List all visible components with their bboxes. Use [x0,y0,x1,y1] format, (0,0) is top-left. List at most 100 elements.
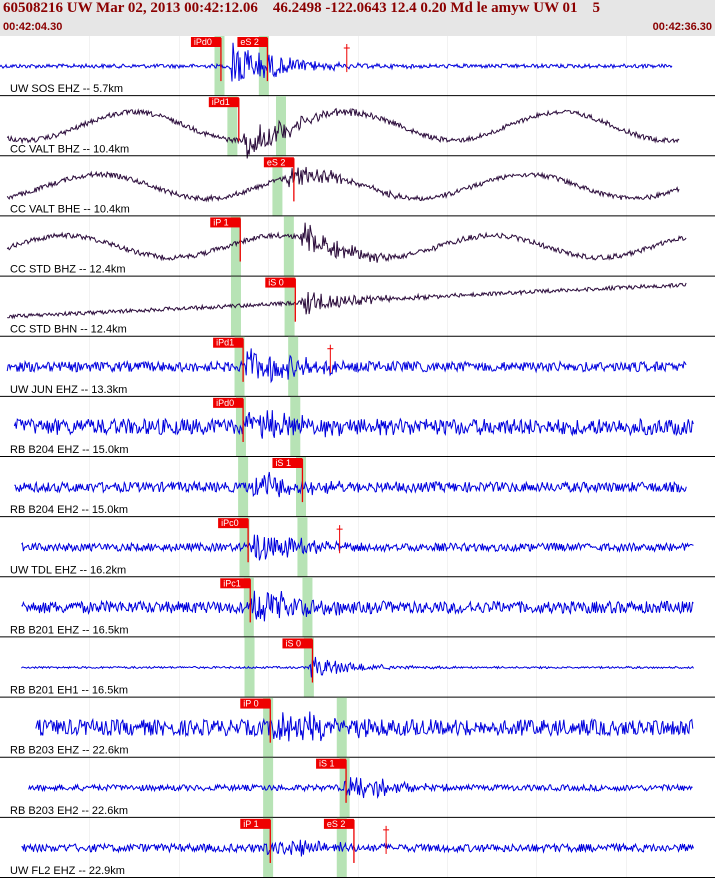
station-label: RB B201 EHZ -- 16.5km [10,624,129,636]
waveform-trace [6,166,680,203]
waveform-layer [7,282,687,320]
waveform-layer [6,222,687,263]
pick-label-box [218,518,249,529]
pick-label: iPd1 [212,97,230,107]
pick-label-box [272,458,303,468]
trace-panel: iS 1 RB B203 EH2 -- 22.6km [0,757,715,818]
pick-window [263,817,274,878]
waveform-layer [28,777,693,799]
station-label: CC STD BHN -- 12.4km [10,324,127,336]
waveform-layer [21,839,694,857]
pick-markers: iPc1 [220,578,251,623]
trace-panel: iS 0 RB B201 EH1 -- 16.5km [0,637,715,698]
pick-window [336,697,347,758]
pick-markers: iPd1 [213,337,334,382]
waveform-trace [7,282,687,320]
trace-panel: iPd0 eS 2 UW SOS EHZ -- 5.7km [0,36,715,97]
pick-markers: iS 1 [272,458,304,503]
station-label: UW FL2 EHZ -- 22.9km [10,865,125,877]
waveform-trace [13,410,694,439]
pick-windows [214,36,269,97]
event-title: 60508216 UW Mar 02, 2013 00:42:12.06 46.… [3,0,601,16]
seismogram-plot: iPd0 eS 2 UW SOS EHZ -- 5.7km iPd1 CC VALT B… [0,36,715,878]
pick-label: eS 2 [240,37,259,47]
pick-label-box [220,578,251,589]
waveform-layer [35,711,694,742]
pick-window [288,336,299,397]
pick-label: iS 1 [275,458,291,468]
pick-label: iPd1 [216,338,234,348]
waveform-trace [28,777,693,799]
trace-panel: iPd0 RB B204 EHZ -- 15.0km [0,396,715,457]
station-label: RB B203 EHZ -- 22.6km [10,745,129,757]
station-label: CC VALT BHZ -- 10.4km [10,143,129,155]
trace-panel: eS 2 CC VALT BHE -- 10.4km [0,156,715,217]
waveform-trace [21,590,694,622]
waveform-trace [14,471,687,498]
waveform-layer [21,534,694,561]
waveform-trace [0,42,673,82]
pick-label-box [323,818,354,829]
pick-label-box [263,157,294,168]
pick-label: iPc0 [221,518,239,528]
pick-label-box [213,337,244,348]
waveform-layer [6,107,680,159]
waveform-trace [21,656,694,678]
pick-label: iPd0 [216,398,234,408]
pick-windows [234,336,299,397]
station-label: CC STD BHZ -- 12.4km [10,264,126,276]
pick-markers: iS 0 [265,277,296,322]
start-time: 00:42:04.30 [3,21,63,33]
pick-markers: iPd0 [213,397,244,442]
pick-markers: iP 0 [240,698,271,743]
trace-panel: iPd1 UW JUN EHZ -- 13.3km [0,336,715,397]
pick-label: iP 1 [213,217,228,227]
waveform-trace [21,839,694,857]
pick-markers: eS 2 [263,157,295,202]
waveform-trace [35,711,694,742]
trace-panel: iPd1 CC VALT BHZ -- 10.4km [0,96,715,159]
pick-window [238,457,249,518]
pick-label-box [282,638,313,649]
trace-panel: iPc0 UW TDL EHZ -- 16.2km [0,517,715,578]
pick-markers: iPd1 [208,97,240,142]
pick-label-box [237,37,268,47]
waveform-layer [6,348,687,384]
pick-label: iS 1 [319,759,335,769]
pick-label-box [240,698,271,709]
waveform-layer [21,590,694,622]
pick-windows [230,216,294,277]
trace-panel: iP 1 CC STD BHZ -- 12.4km [0,216,715,277]
station-label: RB B204 EHZ -- 15.0km [10,444,129,456]
pick-markers: iS 0 [282,638,314,683]
pick-window [214,36,225,97]
end-time: 00:42:36.30 [652,21,712,33]
pick-window [227,96,238,157]
pick-markers: iPd0 eS 2 [190,37,350,82]
station-label: RB B203 EH2 -- 22.6km [10,805,128,817]
pick-windows [272,156,283,217]
pick-window [284,276,295,337]
trace-panel: iPc1 RB B201 EHZ -- 16.5km [0,577,715,638]
waveform-layer [6,166,680,203]
pick-markers: iS 1 [316,758,347,803]
waveform-trace [6,222,687,263]
station-label: UW JUN EHZ -- 13.3km [10,384,127,396]
event-header: 60508216 UW Mar 02, 2013 00:42:12.06 46.… [0,0,715,36]
pick-window [234,336,245,397]
pick-label: iS 0 [268,278,284,288]
pick-window [283,216,294,277]
waveform-layer [13,410,694,439]
station-label: RB B201 EH1 -- 16.5km [10,685,128,697]
pick-markers: iP 1 eS 2 [240,818,390,863]
pick-window [272,156,283,217]
pick-window [302,577,313,638]
pick-label: iPc1 [223,578,241,588]
pick-label: iS 0 [285,638,301,648]
pick-label-box [208,97,239,108]
pick-label: iP 0 [243,699,258,709]
pick-label-box [240,818,271,829]
trace-panel: iS 0 CC STD BHN -- 12.4km [0,276,715,337]
waveform-trace [6,348,687,384]
pick-label-box [213,397,244,408]
